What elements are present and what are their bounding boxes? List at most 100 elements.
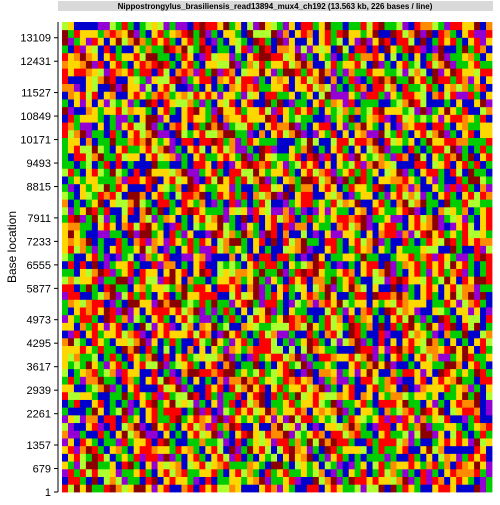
heatmap-cell [426, 152, 433, 162]
heatmap-cell [444, 168, 451, 177]
heatmap-cell [193, 168, 200, 177]
heatmap-cell [277, 214, 284, 223]
heatmap-cell [408, 160, 415, 169]
heatmap-cell [450, 106, 457, 115]
heatmap-cell [91, 384, 99, 393]
heatmap-cell [247, 384, 254, 393]
heatmap-cell [217, 453, 224, 462]
heatmap-cell [324, 191, 332, 200]
heatmap-cell [121, 52, 129, 61]
heatmap-cell [360, 75, 367, 85]
heatmap-cell [294, 106, 302, 115]
heatmap-cell [312, 384, 320, 393]
heatmap-cell [103, 237, 111, 246]
heatmap-cell [468, 291, 475, 300]
heatmap-cell [187, 129, 194, 138]
heatmap-cell [372, 245, 379, 254]
heatmap-cell [390, 168, 397, 177]
heatmap-cell [235, 230, 242, 239]
heatmap-cell [79, 168, 87, 177]
heatmap-cell [187, 361, 194, 370]
heatmap-cell [462, 407, 469, 416]
heatmap-cell [199, 276, 206, 285]
heatmap-cell [420, 137, 427, 146]
heatmap-cell [62, 414, 69, 424]
heatmap-cell [486, 222, 493, 231]
heatmap-cell [133, 461, 141, 470]
heatmap-cell [456, 445, 463, 454]
heatmap-cell [462, 160, 469, 169]
heatmap-cell [450, 376, 457, 385]
heatmap-cell [480, 129, 487, 138]
heatmap-cell [62, 468, 69, 477]
y-tick-label: 6555 [27, 260, 51, 272]
heatmap-cell [438, 206, 445, 216]
heatmap-cell [474, 160, 481, 169]
heatmap-cell [175, 37, 182, 46]
heatmap-cell [91, 160, 99, 169]
heatmap-cell [414, 152, 421, 162]
heatmap-cell [223, 468, 230, 477]
heatmap-cell [456, 106, 463, 115]
heatmap-cell [121, 106, 129, 115]
heatmap-cell [151, 122, 158, 131]
heatmap-cell [372, 438, 379, 447]
heatmap-cell [462, 206, 469, 216]
heatmap-cell [282, 168, 290, 177]
heatmap-cell [372, 330, 379, 339]
heatmap-cell [390, 160, 397, 169]
heatmap-cell [366, 214, 373, 223]
heatmap-cell [157, 422, 164, 431]
heatmap-cell [187, 245, 194, 254]
heatmap-cell [73, 160, 81, 169]
heatmap-cell [145, 399, 152, 408]
heatmap-cell [163, 37, 170, 46]
heatmap-cell [360, 114, 367, 123]
heatmap-cell [67, 283, 75, 293]
heatmap-cell [462, 83, 469, 92]
heatmap-cell [97, 29, 105, 38]
heatmap-cell [420, 206, 427, 216]
heatmap-cell [354, 361, 362, 370]
heatmap-cell [271, 368, 278, 377]
heatmap-cell [426, 230, 433, 239]
heatmap-cell [384, 353, 391, 362]
heatmap-cell [241, 461, 248, 470]
heatmap-cell [348, 230, 356, 239]
heatmap-cell [67, 299, 75, 308]
heatmap-cell [294, 45, 302, 54]
heatmap-cell [253, 60, 260, 69]
heatmap-cell [462, 237, 469, 246]
heatmap-cell [193, 91, 200, 100]
heatmap-cell [474, 445, 481, 454]
heatmap-cell [288, 276, 296, 285]
heatmap-cell [127, 422, 135, 431]
heatmap-cell [342, 137, 350, 146]
heatmap-cell [372, 353, 379, 362]
heatmap-cell [318, 45, 326, 54]
heatmap-cell [396, 75, 403, 85]
heatmap-cell [378, 129, 385, 138]
heatmap-cell [109, 445, 117, 454]
heatmap-cell [342, 391, 350, 400]
heatmap-cell [468, 268, 475, 277]
heatmap-cell [444, 414, 451, 424]
heatmap-cell [253, 83, 260, 92]
heatmap-cell [103, 314, 111, 323]
heatmap-cell [450, 445, 457, 454]
heatmap-cell [175, 484, 182, 493]
heatmap-cell [414, 260, 421, 269]
heatmap-cell [157, 245, 164, 254]
heatmap-cell [265, 137, 272, 146]
heatmap-cell [300, 330, 308, 339]
heatmap-cell [348, 453, 356, 462]
heatmap-cell [79, 129, 87, 138]
heatmap-cell [277, 37, 284, 46]
heatmap-cell [133, 129, 141, 138]
heatmap-cell [420, 322, 427, 331]
heatmap-cell [324, 399, 332, 408]
heatmap-cell [300, 106, 308, 115]
heatmap-cell [157, 376, 164, 385]
heatmap-cell [205, 337, 212, 346]
heatmap-cell [133, 60, 141, 69]
